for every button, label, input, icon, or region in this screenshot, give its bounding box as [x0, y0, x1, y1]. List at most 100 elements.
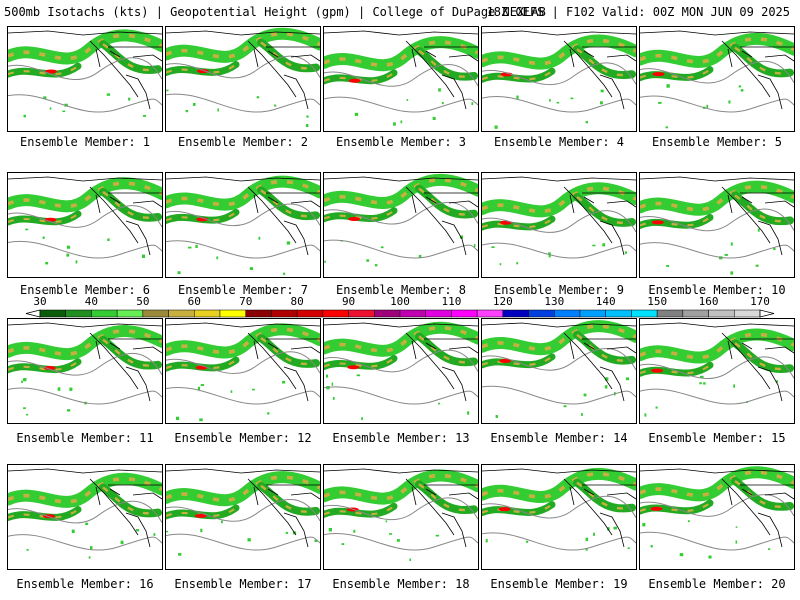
boundary-line [8, 176, 162, 182]
isotach-speckle [494, 125, 498, 129]
isotach-speckle [177, 271, 181, 275]
boundary-line [132, 54, 162, 62]
isotach-speckle [197, 386, 201, 391]
isotach-core [166, 327, 320, 355]
colorbar-segment [425, 309, 452, 318]
colorbar-segment [348, 309, 375, 318]
isotach-band [640, 466, 794, 502]
boundary-line [727, 194, 733, 214]
isotach-speckle [49, 107, 52, 110]
isotach-speckle [735, 540, 738, 544]
boundary-line [405, 478, 455, 536]
ensemble-member-panel [481, 318, 637, 424]
boundary-line [283, 220, 309, 256]
boundary-line [482, 176, 636, 182]
boundary-line [721, 332, 771, 390]
boundary-line [569, 486, 575, 506]
isotach-speckle [602, 243, 606, 247]
isotach-band [8, 472, 162, 508]
isotach-core [324, 40, 478, 68]
isotach-core [482, 38, 636, 66]
ensemble-member-panel [481, 26, 637, 132]
boundary-line [741, 488, 753, 496]
isotach-speckle [549, 99, 551, 102]
isotach-core [418, 335, 475, 364]
boundary-line [448, 492, 478, 500]
isotach-band [482, 34, 636, 70]
boundary-line [764, 54, 794, 62]
ensemble-member-panel [639, 26, 795, 132]
isotach-core [102, 190, 159, 219]
isotach-speckle [396, 539, 400, 542]
boundary-line [563, 478, 613, 536]
isotach-core [482, 472, 636, 499]
colorbar-tick-label: 110 [441, 295, 462, 308]
isotach-speckle [583, 393, 587, 397]
isotach-speckle [166, 530, 169, 533]
isotach-speckle [217, 108, 219, 112]
height-contour [640, 494, 794, 517]
boundary-line [599, 74, 625, 110]
ensemble-member-label: Ensemble Member: 9 [493, 283, 625, 297]
isotach-band [640, 180, 794, 216]
colorbar-tick-label: 70 [239, 295, 253, 308]
isotach-core [324, 209, 395, 220]
isotach-speckle [581, 412, 583, 416]
boundary-line [324, 322, 478, 328]
isotach-core [102, 486, 159, 515]
boundary-line [448, 54, 478, 62]
isotach-maximum [43, 365, 56, 370]
boundary-line [166, 468, 320, 474]
colorbar-segment [65, 309, 92, 318]
boundary-line [8, 30, 162, 36]
colorbar-tick-label: 60 [187, 295, 201, 308]
isotach-speckle [120, 540, 124, 545]
isotach-speckle [607, 527, 610, 531]
colorbar-segment [322, 309, 349, 318]
ensemble-member-panel [639, 318, 795, 424]
isotach-speckle [230, 390, 233, 393]
isotach-core [324, 473, 478, 501]
boundary-line [405, 186, 455, 244]
isotach-speckle [385, 520, 388, 523]
boundary-line [741, 196, 753, 204]
map-header: 500mb Isotachs (kts) | Geopotential Heig… [4, 4, 796, 20]
ensemble-member-panel [7, 464, 163, 570]
boundary-line [482, 468, 636, 474]
isotach-speckle [366, 259, 370, 262]
height-contour [640, 531, 794, 551]
boundary-line [411, 48, 417, 68]
isotach-speckle [655, 406, 658, 409]
boundary-line [253, 194, 259, 214]
colorbar-segment [734, 309, 761, 318]
isotach-maximum [652, 72, 665, 77]
isotach-speckle [258, 236, 261, 240]
boundary-line [482, 30, 636, 36]
ensemble-member-label: Ensemble Member: 20 [648, 577, 786, 591]
height-contour [324, 386, 478, 405]
isotach-core [640, 332, 794, 360]
boundary-line [721, 186, 771, 244]
isotach-speckle [432, 116, 436, 120]
ensemble-member-panel [7, 172, 163, 278]
header-valid-time: 18Z GEFS | F102 Valid: 00Z MON JUN 09 20… [486, 5, 790, 19]
isotach-core [576, 333, 633, 362]
isotach-speckle [471, 102, 474, 106]
isotach-core [482, 355, 553, 366]
isotach-speckle [85, 522, 89, 525]
boundary-line [599, 366, 625, 402]
isotach-speckle [473, 244, 476, 248]
isotach-speckle [658, 101, 662, 104]
colorbar-tick-label: 80 [290, 295, 304, 308]
isotach-speckle [166, 89, 169, 92]
boundary-line [253, 486, 259, 506]
isotach-maximum [348, 78, 361, 83]
height-contour [166, 533, 320, 551]
colorbar-segment [142, 309, 169, 318]
isotach-speckle [459, 235, 464, 239]
colorbar-segment [579, 309, 606, 318]
boundary-line [247, 186, 297, 244]
boundary-line [109, 50, 121, 58]
ensemble-member-panel [323, 464, 479, 570]
isotach-speckle [605, 377, 609, 381]
